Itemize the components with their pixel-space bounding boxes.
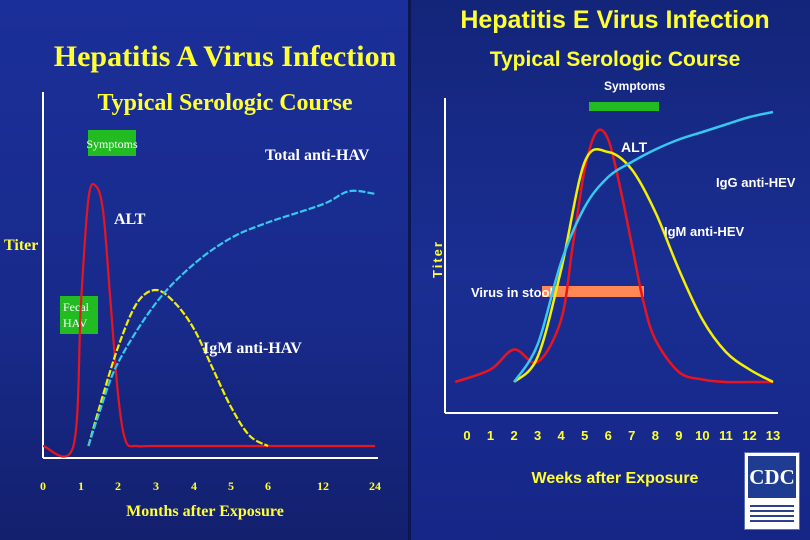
hev-x-tick-label: 2 [510, 428, 517, 443]
hev-igg-label: IgG anti-HEV [716, 175, 796, 190]
hev-virus-in-stool-bar [542, 286, 644, 297]
hev-x-tick-label: 13 [766, 428, 780, 443]
hav-alt-line [42, 182, 375, 458]
hev-x-tick-label: 1 [487, 428, 494, 443]
hav-total-label: Total anti-HAV [265, 147, 370, 164]
hev-x-tick-label: 12 [742, 428, 756, 443]
hev-x-tick-label: 10 [695, 428, 709, 443]
hev-x-tick-label: 4 [558, 428, 566, 443]
hav-total-anti-hav-line [87, 189, 376, 447]
hav-fecal-label-line2: HAV [63, 316, 88, 330]
hav-chart-subtitle: Typical Serologic Course [97, 90, 352, 116]
hev-alt-line [454, 128, 773, 384]
hav-panel [0, 0, 410, 540]
hav-x-tick-label: 0 [40, 479, 46, 493]
hav-x-tick-label: 6 [265, 479, 271, 493]
panel-divider [408, 0, 411, 540]
hav-x-tick-label: 3 [153, 479, 159, 493]
hav-x-tick-label: 4 [191, 479, 197, 493]
hev-x-tick-label: 8 [652, 428, 659, 443]
hav-x-axis-label: Months after Exposure [126, 503, 284, 520]
hav-alt-label: ALT [114, 211, 146, 228]
hav-igm-label: IgM anti-HAV [203, 340, 302, 357]
hav-chart-title: Hepatitis A Virus Infection [54, 40, 397, 73]
hav-x-tick-label: 12 [317, 479, 329, 493]
hav-symptoms-label: Symptoms [86, 137, 138, 151]
hev-x-tick-label: 5 [581, 428, 588, 443]
hev-x-tick-labels: 0 1 2 3 4 5 6 7 8 9 10 11 12 13 [463, 428, 780, 443]
cdc-logo: CDC [744, 452, 800, 530]
hev-y-axis-label: Titer [430, 240, 445, 278]
hav-fecal-label-line1: Fecal [63, 300, 90, 314]
hev-x-tick-label: 3 [534, 428, 541, 443]
hev-x-axis-label: Weeks after Exposure [532, 470, 699, 487]
hev-chart-title: Hepatitis E Virus Infection [460, 6, 769, 34]
hev-x-tick-label: 9 [675, 428, 682, 443]
hev-x-tick-label: 0 [463, 428, 470, 443]
hav-symptoms-box [88, 130, 136, 156]
hav-y-axis-label: Titer [4, 237, 38, 254]
hav-x-tick-label: 5 [228, 479, 234, 493]
cdc-logo-mark: CDC [748, 456, 796, 498]
hev-igm-label: IgM anti-HEV [664, 224, 744, 239]
hev-x-tick-label: 11 [719, 428, 733, 443]
hev-symptoms-bar [589, 102, 659, 111]
hev-virus-in-stool-label: Virus in stool [471, 285, 553, 300]
hev-chart-subtitle: Typical Serologic Course [490, 48, 741, 71]
hev-x-tick-label: 6 [605, 428, 612, 443]
hav-igm-anti-hav-line [87, 288, 269, 447]
hav-series-lines [42, 182, 376, 458]
hev-symptoms-label: Symptoms [604, 79, 666, 93]
hev-x-tick-label: 7 [628, 428, 635, 443]
hev-igg-anti-hev-line [513, 110, 774, 383]
hav-x-tick-label: 2 [115, 479, 121, 493]
hev-alt-label: ALT [621, 139, 648, 155]
hav-x-tick-label: 24 [369, 479, 381, 493]
cdc-logo-subtext [748, 502, 796, 526]
hav-x-tick-label: 1 [78, 479, 84, 493]
hev-panel [410, 0, 810, 540]
hav-x-tick-labels: 0 1 2 3 4 5 6 12 24 [40, 479, 381, 493]
hev-igm-anti-hev-line [513, 147, 774, 384]
hev-series-lines [454, 110, 774, 384]
